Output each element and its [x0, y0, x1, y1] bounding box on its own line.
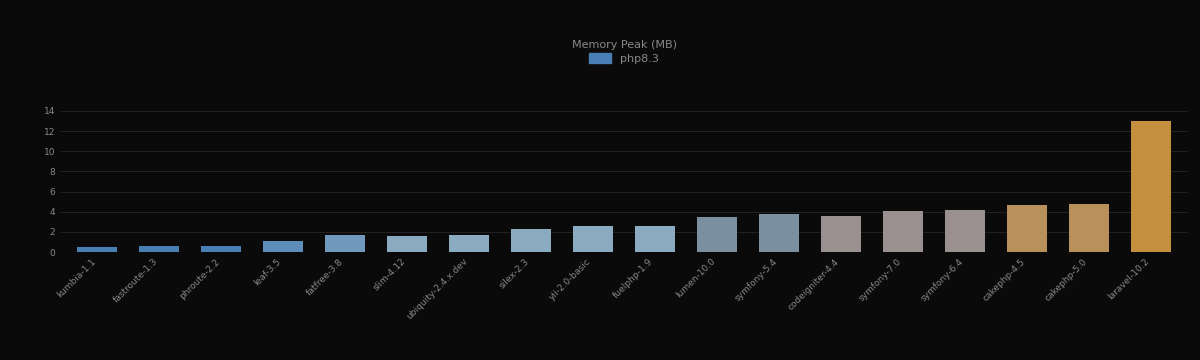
Bar	[77, 247, 118, 252]
Bar	[325, 235, 365, 252]
Legend: php8.3: php8.3	[584, 49, 664, 68]
Bar	[139, 247, 179, 252]
Bar	[1007, 205, 1046, 252]
Bar	[449, 235, 490, 252]
Title: Memory Peak (MB): Memory Peak (MB)	[571, 40, 677, 50]
Bar	[263, 241, 304, 252]
Bar	[1130, 121, 1171, 252]
Bar	[697, 217, 737, 252]
Bar	[511, 229, 551, 252]
Bar	[758, 214, 799, 252]
Bar	[202, 247, 241, 252]
Bar	[944, 210, 985, 252]
Bar	[1069, 204, 1109, 252]
Bar	[883, 211, 923, 252]
Bar	[386, 236, 427, 252]
Bar	[821, 216, 862, 252]
Bar	[572, 226, 613, 252]
Bar	[635, 226, 676, 252]
